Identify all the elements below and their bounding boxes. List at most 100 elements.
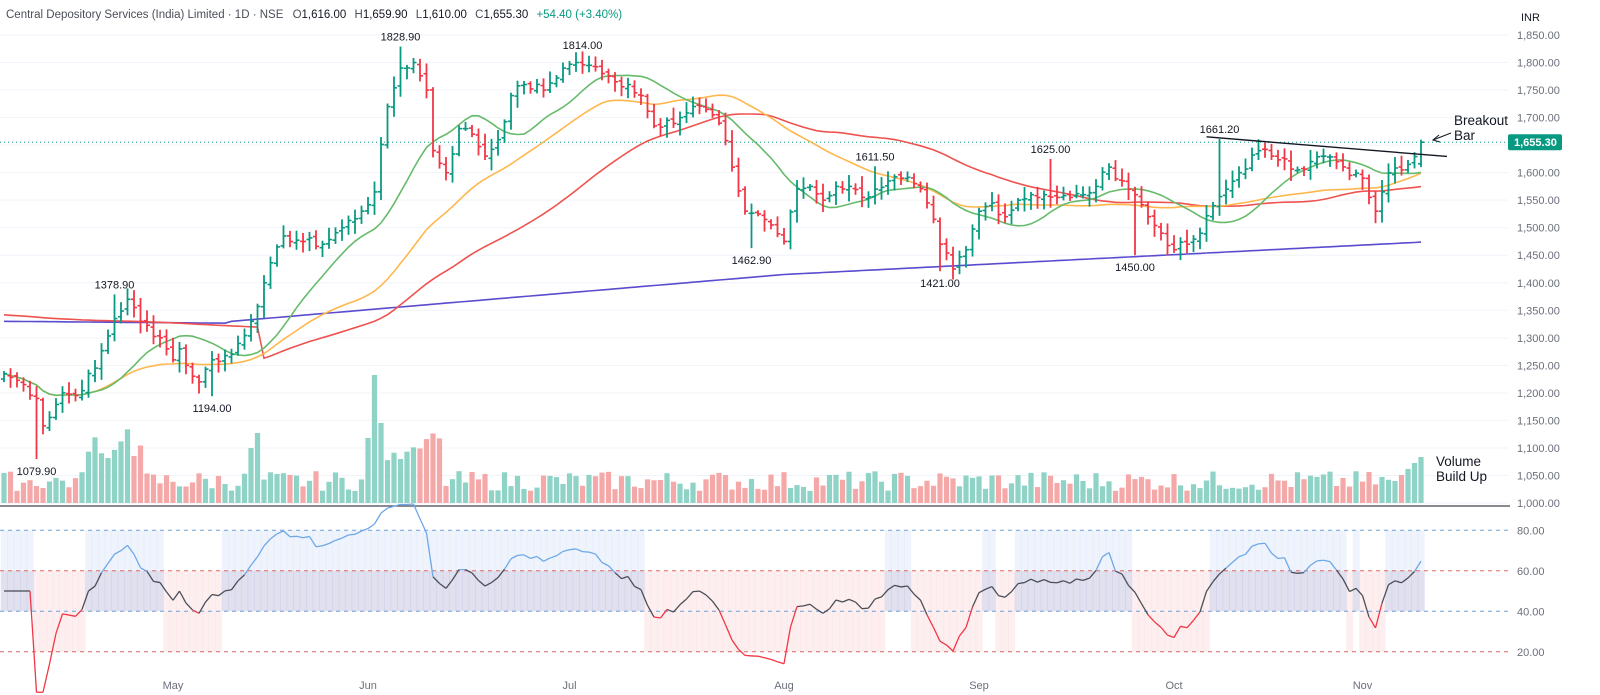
- ohlc-bar[interactable]: [176, 342, 183, 373]
- ohlc-bar[interactable]: [495, 129, 501, 156]
- ohlc-bar[interactable]: [306, 231, 313, 252]
- ohlc-bar[interactable]: [358, 205, 365, 224]
- ohlc-bar[interactable]: [1047, 158, 1054, 208]
- ohlc-bar[interactable]: [625, 77, 631, 99]
- ohlc-bar[interactable]: [1262, 142, 1268, 158]
- ohlc-bar[interactable]: [202, 366, 209, 388]
- ohlc-bar[interactable]: [677, 111, 683, 136]
- ohlc-bar[interactable]: [59, 386, 66, 413]
- ohlc-bar[interactable]: [579, 51, 586, 74]
- ohlc-bar[interactable]: [768, 219, 774, 230]
- ohlc-bar[interactable]: [352, 209, 358, 234]
- ohlc-bar[interactable]: [729, 130, 735, 172]
- currency-box[interactable]: [1510, 6, 1542, 26]
- ohlc-bar[interactable]: [716, 110, 722, 126]
- ohlc-bar[interactable]: [1177, 237, 1184, 261]
- ohlc-bar[interactable]: [449, 146, 456, 183]
- ohlc-bar[interactable]: [1379, 180, 1385, 223]
- ohlc-bar[interactable]: [131, 290, 137, 318]
- ohlc-bar[interactable]: [410, 57, 417, 74]
- ohlc-bar[interactable]: [911, 173, 917, 189]
- ohlc-bar[interactable]: [787, 209, 794, 250]
- ohlc-bar[interactable]: [1340, 153, 1346, 172]
- ohlc-bar[interactable]: [293, 230, 300, 250]
- ohlc-bar[interactable]: [209, 351, 215, 397]
- ohlc-bar[interactable]: [644, 93, 651, 119]
- ohlc-bar[interactable]: [950, 246, 956, 280]
- ohlc-bar[interactable]: [1145, 201, 1151, 225]
- ohlc-bar[interactable]: [332, 227, 339, 244]
- ohlc-bar[interactable]: [111, 294, 118, 342]
- ohlc-bar[interactable]: [137, 298, 144, 334]
- ohlc-bar[interactable]: [566, 61, 573, 76]
- ohlc-bar[interactable]: [1086, 186, 1093, 207]
- ohlc-bar[interactable]: [605, 68, 612, 84]
- ohlc-bar[interactable]: [1405, 159, 1411, 174]
- ohlc-bar[interactable]: [397, 46, 404, 97]
- ohlc-bar[interactable]: [345, 215, 352, 235]
- ohlc-bar[interactable]: [27, 380, 33, 400]
- ohlc-bar[interactable]: [430, 87, 436, 158]
- ohlc-bar[interactable]: [963, 246, 969, 268]
- ohlc-bar[interactable]: [248, 314, 254, 342]
- ohlc-bar[interactable]: [930, 195, 937, 224]
- ohlc-bar[interactable]: [1138, 186, 1145, 208]
- ohlc-bar[interactable]: [469, 124, 475, 138]
- ohlc-bar[interactable]: [937, 217, 943, 272]
- ohlc-bar[interactable]: [696, 97, 703, 115]
- ohlc-bar[interactable]: [150, 315, 157, 345]
- ohlc-bar[interactable]: [917, 181, 924, 193]
- ohlc-bar[interactable]: [534, 78, 540, 94]
- ohlc-bar[interactable]: [66, 382, 72, 404]
- ohlc-bar[interactable]: [365, 196, 371, 215]
- ohlc-bar[interactable]: [722, 112, 729, 146]
- ohlc-bar[interactable]: [540, 78, 547, 98]
- ohlc-bar[interactable]: [1184, 229, 1190, 254]
- ohlc-bar[interactable]: [98, 343, 105, 380]
- ohlc-bar[interactable]: [1008, 200, 1015, 225]
- ohlc-bar[interactable]: [319, 240, 326, 258]
- ohlc-bar[interactable]: [456, 125, 462, 157]
- ohlc-bar[interactable]: [1268, 143, 1275, 161]
- ohlc-bar[interactable]: [891, 174, 898, 191]
- ohlc-bar[interactable]: [1093, 179, 1099, 203]
- ohlc-bar[interactable]: [514, 80, 521, 108]
- ohlc-bar[interactable]: [1158, 222, 1164, 241]
- ohlc-bar[interactable]: [20, 377, 27, 392]
- ohlc-bar[interactable]: [404, 64, 410, 80]
- ohlc-bar[interactable]: [1320, 148, 1327, 164]
- ohlc-bar[interactable]: [664, 117, 670, 138]
- ohlc-bar[interactable]: [800, 177, 807, 199]
- ohlc-bar[interactable]: [1203, 205, 1210, 242]
- ohlc-bar[interactable]: [501, 119, 508, 144]
- ohlc-bar[interactable]: [417, 58, 423, 82]
- ohlc-bar[interactable]: [1151, 209, 1158, 237]
- ohlc-bar[interactable]: [1242, 158, 1249, 180]
- ohlc-bar[interactable]: [196, 374, 202, 394]
- ohlc-bar[interactable]: [781, 228, 787, 245]
- ohlc-bar[interactable]: [833, 181, 839, 205]
- ohlc-bar[interactable]: [384, 103, 391, 149]
- ohlc-bar[interactable]: [976, 207, 982, 240]
- ohlc-bar[interactable]: [144, 310, 150, 332]
- ohlc-bar[interactable]: [475, 128, 482, 156]
- ohlc-bar[interactable]: [1099, 167, 1106, 191]
- ohlc-bar[interactable]: [1288, 150, 1294, 181]
- ohlc-bar[interactable]: [72, 388, 79, 402]
- ohlc-bar[interactable]: [287, 230, 293, 248]
- ohlc-bar[interactable]: [852, 183, 859, 195]
- ohlc-bar[interactable]: [1060, 186, 1067, 201]
- ohlc-bar[interactable]: [267, 256, 274, 289]
- ohlc-bar[interactable]: [118, 302, 124, 324]
- ohlc-bar[interactable]: [488, 138, 495, 171]
- ohlc-bar[interactable]: [1054, 185, 1060, 205]
- ohlc-bar[interactable]: [657, 118, 664, 137]
- ohlc-bar[interactable]: [1190, 235, 1197, 253]
- ohlc-bar[interactable]: [157, 329, 163, 348]
- ohlc-bar[interactable]: [982, 202, 989, 221]
- ohlc-bar[interactable]: [85, 369, 92, 398]
- ohlc-bar[interactable]: [443, 157, 449, 181]
- ohlc-bar[interactable]: [872, 166, 878, 205]
